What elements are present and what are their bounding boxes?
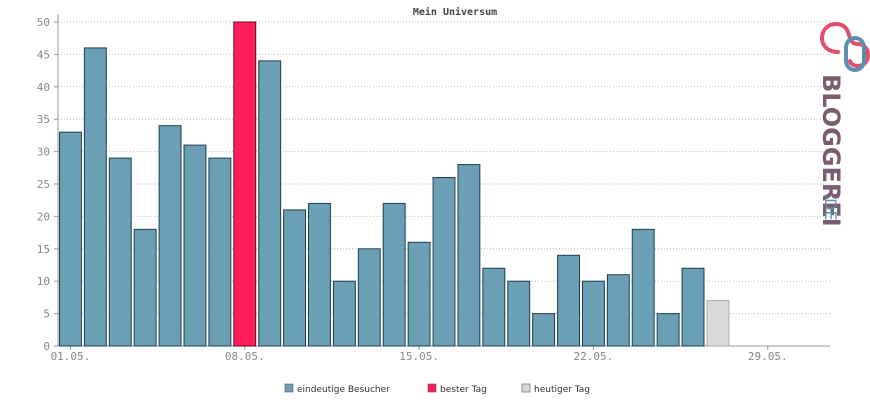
bar xyxy=(108,157,132,347)
bar xyxy=(183,144,207,347)
y-tick-label: 40 xyxy=(37,81,50,94)
bar-series xyxy=(59,21,730,347)
y-tick-label: 0 xyxy=(43,340,50,353)
legend-swatch xyxy=(427,383,437,393)
bar xyxy=(83,47,107,347)
y-tick-label: 25 xyxy=(37,178,50,191)
y-tick-label: 5 xyxy=(43,308,50,321)
y-tick-label: 50 xyxy=(37,16,50,29)
x-tick-label: 15.05. xyxy=(399,350,439,363)
legend-item: heutiger Tag xyxy=(521,383,590,395)
bar xyxy=(332,280,356,347)
x-tick-label: 01.05. xyxy=(51,350,91,363)
bar xyxy=(407,241,431,347)
bar-today xyxy=(706,300,730,347)
bar xyxy=(357,248,381,347)
bar xyxy=(482,267,506,347)
legend-label: eindeutige Besucher xyxy=(297,385,390,395)
y-tick-label: 30 xyxy=(37,146,50,159)
logo-mark-icon xyxy=(819,21,870,73)
bar xyxy=(656,313,680,347)
chart-title: Mein Universum xyxy=(413,6,497,18)
x-tick-label: 29.05. xyxy=(748,350,788,363)
y-tick-label: 20 xyxy=(37,210,50,223)
bar xyxy=(457,164,481,347)
bar xyxy=(158,125,182,347)
legend-item: eindeutige Besucher xyxy=(284,383,390,395)
logo-wordmark: BLOGGEREI xyxy=(817,74,845,227)
bar xyxy=(581,280,605,347)
logo-suffix: .DE xyxy=(821,193,840,221)
bar xyxy=(283,209,307,347)
bar xyxy=(208,157,232,347)
x-axis: 01.05. 08.05. 15.05. 22.05. 29.05. xyxy=(51,345,830,363)
bar xyxy=(258,60,282,347)
y-tick-label: 10 xyxy=(37,275,50,288)
legend-label: heutiger Tag xyxy=(534,385,590,395)
x-tick-label: 08.05. xyxy=(225,350,265,363)
y-tick-label: 45 xyxy=(37,48,50,61)
bar xyxy=(557,254,580,347)
legend: eindeutige Besucher bester Tag heutiger Ta… xyxy=(284,383,590,395)
y-tick-label: 15 xyxy=(37,243,50,256)
bar xyxy=(432,177,456,347)
bar xyxy=(382,202,406,347)
legend-label: bester Tag xyxy=(440,385,487,395)
legend-swatch xyxy=(284,383,294,393)
bloggerei-logo: BLOGGEREI .DE xyxy=(817,21,870,227)
y-tick-label: 35 xyxy=(37,113,50,126)
bar-best-day xyxy=(233,21,257,347)
bar xyxy=(681,267,705,347)
y-axis: 0 5 10 15 20 25 30 35 40 45 50 xyxy=(37,14,59,353)
bar xyxy=(631,228,655,347)
bar xyxy=(507,280,531,347)
bar xyxy=(308,202,331,347)
bar xyxy=(59,131,82,347)
bar xyxy=(532,313,556,347)
bar xyxy=(606,274,630,347)
legend-swatch xyxy=(521,383,531,393)
legend-item: bester Tag xyxy=(427,383,487,395)
x-tick-label: 22.05. xyxy=(574,350,614,363)
bar xyxy=(133,228,157,347)
